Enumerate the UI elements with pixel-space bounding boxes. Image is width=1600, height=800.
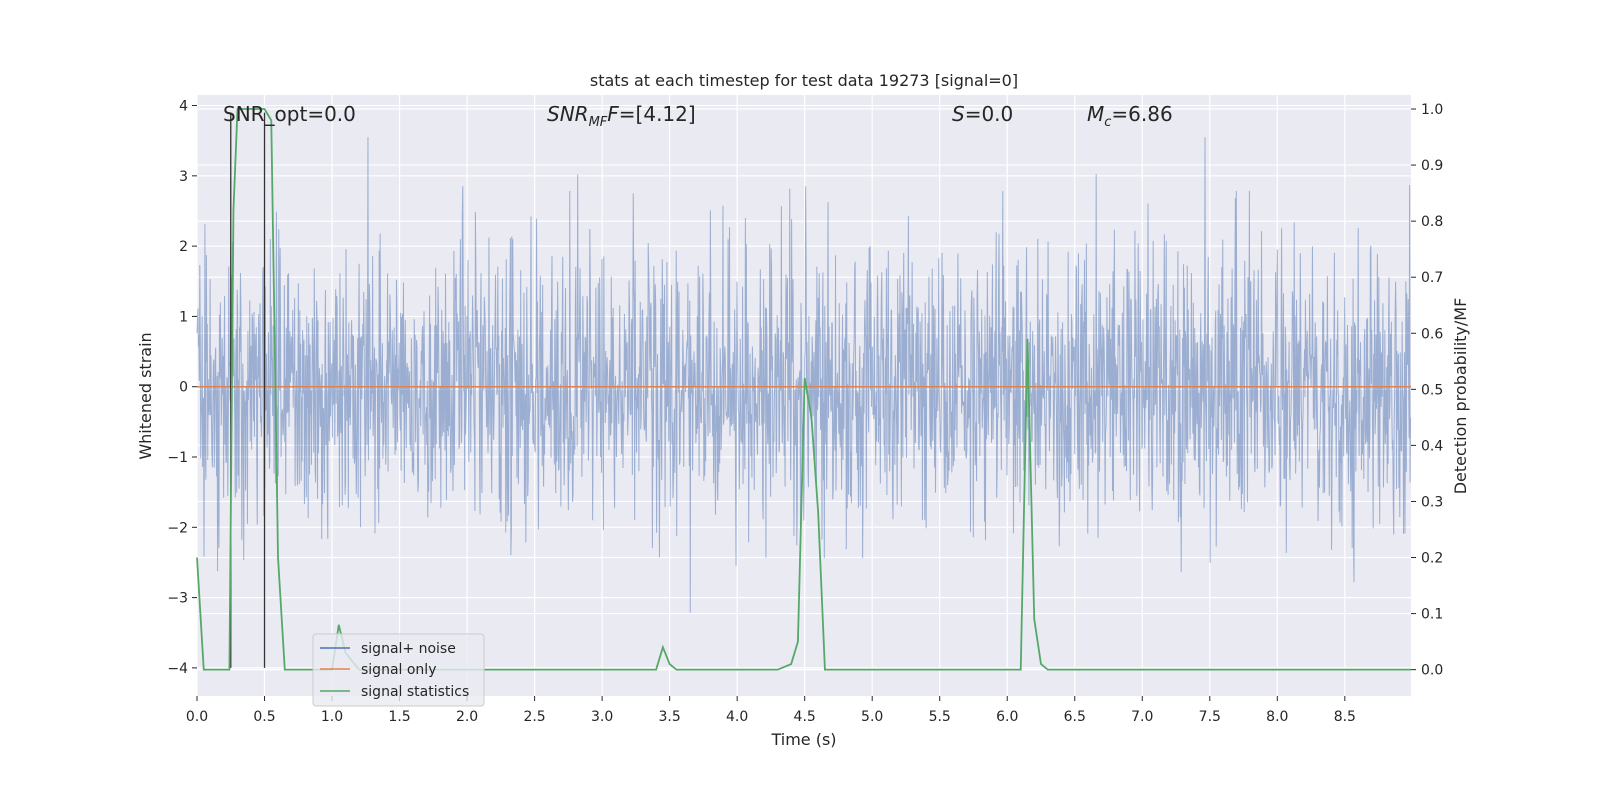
y-axis-right-title: Detection probability/MF <box>1451 298 1470 495</box>
x-tick-label: 0.0 <box>186 709 208 725</box>
mc-value: =6.86 <box>1111 102 1172 126</box>
mc-sub: c <box>1104 115 1111 130</box>
x-tick-label: 3.5 <box>659 709 681 725</box>
y-right-tick-label: 0.5 <box>1421 382 1443 398</box>
x-tick-label: 4.0 <box>726 709 748 725</box>
y-right-tick-label: 0.0 <box>1421 663 1443 679</box>
snr-mf-f: F <box>607 102 619 126</box>
y-right-tick-label: 0.9 <box>1421 158 1443 174</box>
y-left-tick-label: −4 <box>167 661 188 677</box>
y-left-tick-label: 0 <box>179 380 188 396</box>
x-tick-label: 8.5 <box>1334 709 1356 725</box>
noise-trace <box>196 137 1412 613</box>
annotation-snr-mf: SNRMFF=[4.12] <box>547 102 696 130</box>
y-axis-right-ticks: 1.0 0.9 0.8 0.7 0.6 0.5 0.4 0.3 0.2 0.1 0.0 <box>1411 102 1443 679</box>
x-tick-label: 6.0 <box>996 709 1018 725</box>
snr-mf-main: SNR <box>547 102 589 126</box>
x-axis-ticks: 0.0 0.5 1.0 1.5 2.0 2.5 3.0 3.5 4.0 4.5 5.0 5.5 6.0 6… <box>186 696 1356 725</box>
legend: signal+ noise signal only signal statist… <box>312 633 485 707</box>
x-tick-label: 2.5 <box>523 709 545 725</box>
x-tick-label: 1.0 <box>321 709 343 725</box>
y-right-tick-label: 0.3 <box>1421 494 1443 510</box>
x-tick-label: 3.0 <box>591 709 613 725</box>
y-right-tick-label: 0.6 <box>1421 326 1443 342</box>
legend-box <box>312 633 485 707</box>
y-right-tick-label: 0.7 <box>1421 270 1443 286</box>
y-left-tick-label: −3 <box>167 591 188 607</box>
y-right-tick-label: 0.1 <box>1421 607 1443 623</box>
y-axis-left-ticks: 4 3 2 1 0 −1 −2 −3 −4 <box>167 99 197 677</box>
x-axis-title: Time (s) <box>770 730 836 749</box>
x-tick-label: 7.0 <box>1131 709 1153 725</box>
y-left-tick-label: −2 <box>167 520 188 536</box>
legend-label-signal-noise: signal+ noise <box>361 641 456 657</box>
x-tick-label: 7.5 <box>1199 709 1221 725</box>
chart-title: stats at each timestep for test data 192… <box>590 71 1018 90</box>
mc-main: M <box>1087 102 1104 126</box>
y-left-tick-label: −1 <box>167 450 188 466</box>
x-tick-label: 8.0 <box>1266 709 1288 725</box>
series-signal-statistics <box>196 108 1411 671</box>
snr-mf-value: =[4.12] <box>619 102 696 126</box>
x-tick-label: 5.5 <box>929 709 951 725</box>
y-axis-left-title: Whitened strain <box>136 332 155 459</box>
y-left-tick-label: 1 <box>179 309 188 325</box>
y-right-tick-label: 1.0 <box>1421 102 1443 118</box>
y-left-tick-label: 4 <box>179 99 188 115</box>
annotation-mc: Mc=6.86 <box>1087 102 1173 130</box>
y-right-tick-label: 0.8 <box>1421 214 1443 230</box>
y-left-tick-label: 3 <box>179 169 188 185</box>
x-tick-label: 2.0 <box>456 709 478 725</box>
x-tick-label: 0.5 <box>253 709 275 725</box>
x-tick-label: 5.0 <box>861 709 883 725</box>
snr-mf-sub: MF <box>589 115 608 130</box>
s-value: =0.0 <box>965 102 1014 126</box>
series-signal-noise <box>196 137 1412 613</box>
s-main: S <box>952 102 965 126</box>
annotation-snr-opt: SNR_opt=0.0 <box>223 102 356 126</box>
legend-label-signal-only: signal only <box>361 662 436 678</box>
x-tick-label: 1.5 <box>388 709 410 725</box>
x-tick-label: 4.5 <box>794 709 816 725</box>
y-right-tick-label: 0.4 <box>1421 438 1443 454</box>
legend-label-signal-statistics: signal statistics <box>361 684 469 700</box>
x-tick-label: 6.5 <box>1064 709 1086 725</box>
annotation-s: S=0.0 <box>952 102 1013 126</box>
y-left-tick-label: 2 <box>179 239 188 255</box>
y-right-tick-label: 0.2 <box>1421 551 1443 567</box>
